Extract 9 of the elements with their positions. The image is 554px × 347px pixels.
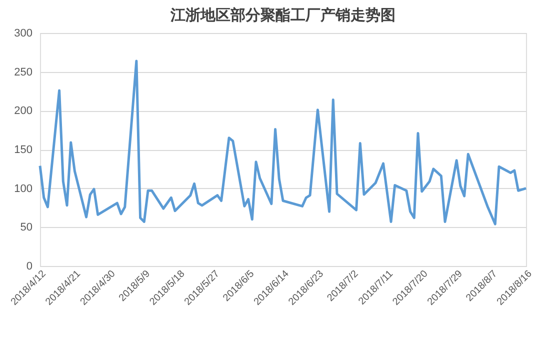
line-series <box>38 60 528 226</box>
y-tick-label: 50 <box>20 222 32 234</box>
chart-title: 江浙地区部分聚酯工厂产销走势图 <box>170 6 396 24</box>
y-tick-label: 100 <box>14 182 32 195</box>
y-tick-label: 200 <box>14 105 32 118</box>
y-tick-label: 0 <box>26 260 32 272</box>
y-tick-label: 300 <box>14 28 32 40</box>
y-tick-label: 250 <box>14 66 32 78</box>
y-tick-label: 150 <box>14 144 32 156</box>
